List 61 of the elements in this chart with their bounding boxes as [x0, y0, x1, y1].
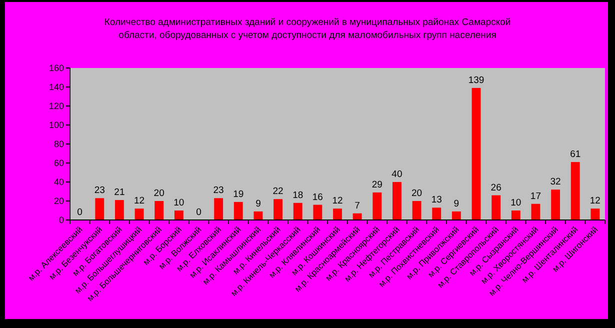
data-label: 20	[412, 188, 422, 199]
data-label: 9	[256, 198, 261, 210]
bar	[134, 208, 144, 220]
data-label: 9	[454, 198, 460, 210]
bar	[432, 208, 442, 220]
data-label: 17	[530, 190, 542, 202]
bar	[412, 201, 422, 220]
bar	[293, 202, 302, 220]
data-label: 29	[372, 179, 382, 190]
bar	[590, 208, 600, 220]
bar	[551, 190, 560, 220]
bar	[174, 210, 184, 220]
y-tick-label: 60	[54, 158, 64, 168]
data-label: 21	[114, 187, 125, 198]
y-tick-label: 0	[58, 215, 64, 226]
y-tick-label: 120	[48, 101, 64, 112]
data-label: 12	[590, 196, 600, 207]
bar	[95, 198, 104, 220]
data-label: 32	[550, 176, 561, 188]
chart-title: Количество административных зданий и сооружений в муниципальных районах Самарской области, оборудованных с учетом доступности для маломобильных групп населения	[104, 17, 511, 41]
y-tick-label: 140	[48, 82, 64, 92]
data-label: 40	[392, 169, 402, 180]
bar	[492, 195, 501, 220]
data-label: 22	[272, 186, 284, 198]
data-label: 61	[570, 149, 581, 160]
bar	[333, 208, 342, 220]
bar	[234, 202, 243, 220]
bar	[214, 198, 224, 220]
data-label: 23	[213, 185, 224, 196]
y-tick-label: 100	[48, 120, 64, 130]
bar	[472, 88, 481, 220]
bar	[511, 210, 520, 220]
data-label: 23	[94, 185, 105, 196]
y-tick-label: 160	[48, 63, 64, 74]
bar	[313, 204, 322, 220]
y-tick-label: 40	[54, 177, 64, 188]
bar	[570, 162, 580, 220]
data-label: 18	[292, 190, 304, 201]
bar	[274, 199, 282, 220]
y-tick-label: 80	[54, 139, 64, 150]
bar	[392, 182, 402, 220]
data-label: 10	[174, 198, 184, 208]
data-label: 20	[154, 188, 164, 199]
data-label: 139	[468, 74, 484, 86]
bar	[452, 211, 461, 220]
data-label: 0	[196, 207, 202, 218]
data-label: 13	[431, 194, 442, 206]
bar	[154, 201, 164, 220]
y-tick-label: 20	[54, 196, 64, 206]
bar	[372, 192, 382, 220]
bar	[531, 204, 540, 220]
bar	[114, 200, 124, 220]
data-label: 26	[490, 182, 502, 194]
data-label: 12	[332, 196, 343, 207]
data-label: 10	[510, 198, 522, 208]
data-label: 16	[312, 192, 323, 203]
data-label: 19	[233, 188, 244, 200]
data-label: 12	[134, 196, 145, 207]
bar	[352, 213, 362, 220]
data-label: 0	[77, 207, 82, 218]
data-label: 7	[354, 200, 360, 212]
